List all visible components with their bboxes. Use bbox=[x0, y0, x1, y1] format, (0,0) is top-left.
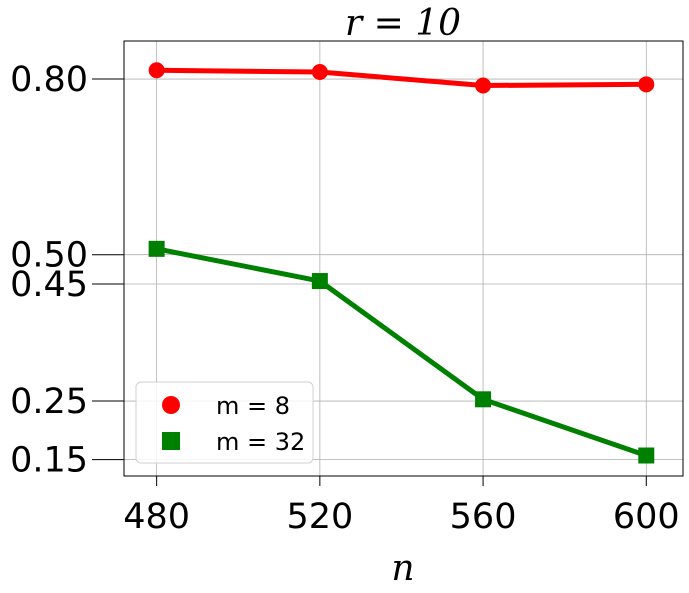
data-point bbox=[148, 62, 165, 79]
y-tick-label: 0.50 bbox=[10, 236, 88, 276]
series-line-0 bbox=[156, 67, 647, 88]
legend-label: m = 32 bbox=[216, 428, 305, 456]
x-tick-label: 600 bbox=[613, 497, 680, 537]
legend-box bbox=[135, 381, 314, 464]
x-tick-label: 560 bbox=[450, 497, 517, 537]
data-point bbox=[475, 77, 492, 94]
data-point bbox=[311, 64, 328, 81]
y-tick-label: 0.45 bbox=[10, 265, 88, 305]
data-point bbox=[311, 273, 328, 290]
x-tick-label: 520 bbox=[286, 497, 353, 537]
legend-label: m = 8 bbox=[216, 392, 290, 420]
chart-title: r = 10 bbox=[345, 3, 461, 44]
series-line-1 bbox=[156, 246, 648, 458]
data-point bbox=[638, 447, 655, 464]
y-tick-label: 0.15 bbox=[10, 441, 88, 481]
x-axis-label: n bbox=[391, 548, 414, 589]
plot-area-frame bbox=[123, 40, 684, 477]
x-tick-label: 480 bbox=[123, 497, 190, 537]
legend-marker bbox=[162, 396, 180, 414]
data-point bbox=[148, 240, 165, 257]
data-point bbox=[638, 76, 655, 93]
data-point bbox=[475, 391, 492, 408]
legend-marker bbox=[162, 432, 180, 450]
y-tick-label: 0.80 bbox=[10, 60, 88, 100]
axis-ticks: 480 520 560 600 0.15 0.25 0.450.50 0.80 bbox=[10, 60, 680, 537]
y-tick-label: 0.25 bbox=[10, 382, 88, 422]
legend: m = 8 m = 32 bbox=[135, 381, 314, 464]
series bbox=[148, 62, 655, 464]
